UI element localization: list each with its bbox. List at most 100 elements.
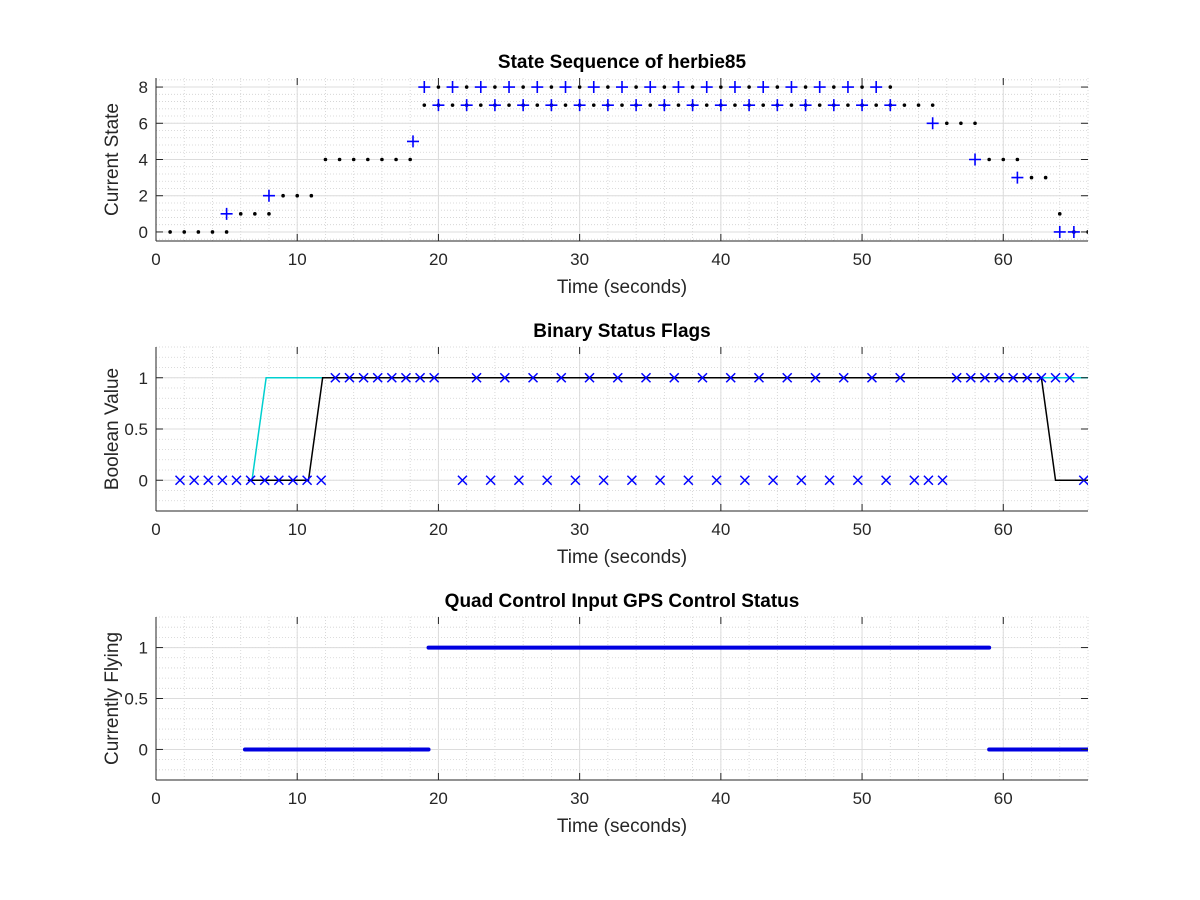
x-tick-label: 50 [853, 789, 872, 808]
data-point [616, 81, 628, 94]
y-tick-label: 6 [139, 114, 148, 133]
data-point [366, 157, 370, 162]
data-point [1057, 212, 1062, 216]
data-point [407, 135, 420, 148]
data-point [573, 99, 586, 112]
data-point [704, 103, 709, 107]
data-point [697, 372, 708, 383]
data-point [626, 475, 637, 486]
data-point [408, 157, 412, 162]
data-point [640, 372, 652, 383]
data-point [813, 81, 826, 94]
data-point [884, 99, 897, 112]
y-tick-label: 0 [139, 471, 148, 490]
data-point [799, 99, 812, 112]
data-point [513, 475, 524, 486]
data-point [1050, 372, 1061, 383]
data-point [380, 157, 384, 162]
data-point [559, 81, 572, 94]
data-point [295, 193, 300, 198]
data-point [630, 99, 643, 112]
data-point [220, 207, 233, 220]
data-point [782, 372, 793, 383]
data-point [488, 99, 501, 112]
data-point [464, 85, 469, 89]
data-point [287, 475, 299, 486]
x-tick-label: 50 [853, 250, 872, 269]
x-tick-label: 50 [853, 520, 872, 539]
data-point [358, 372, 369, 383]
data-point [1067, 225, 1080, 238]
chart-title: State Sequence of herbie85 [498, 52, 747, 73]
data-point [203, 475, 214, 486]
x-tick-label: 0 [151, 789, 160, 808]
data-point [245, 475, 256, 486]
series-group [168, 81, 1088, 238]
data-point [895, 372, 906, 383]
data-point [832, 85, 836, 89]
x-tick-label: 40 [711, 250, 730, 269]
data-point [994, 372, 1005, 383]
data-point [267, 212, 271, 216]
x-tick-label: 30 [570, 250, 589, 269]
x-tick-label: 20 [429, 520, 448, 539]
data-point [542, 475, 553, 486]
data-point [262, 189, 275, 202]
data-point [394, 157, 398, 162]
y-axis-label: Boolean Value [102, 368, 123, 490]
y-tick-label: 0 [139, 223, 148, 242]
data-point [827, 99, 840, 112]
data-point [979, 372, 990, 383]
data-point [733, 103, 737, 107]
y-tick-label: 8 [139, 78, 148, 97]
data-point [478, 103, 483, 107]
data-point [196, 230, 201, 234]
data-point [648, 103, 653, 107]
data-point [969, 153, 982, 166]
data-point [747, 85, 751, 89]
data-point [1001, 157, 1006, 162]
data-point [471, 372, 482, 383]
data-point [951, 372, 962, 383]
data-point [584, 372, 595, 383]
x-tick-label: 10 [288, 250, 307, 269]
chart-title: Quad Control Input GPS Control Status [445, 591, 800, 612]
data-point [757, 81, 770, 94]
data-point [493, 85, 497, 89]
data-point [168, 230, 172, 234]
data-point [612, 372, 623, 383]
data-point [598, 475, 609, 486]
data-point [422, 103, 427, 107]
x-tick-label: 0 [151, 250, 160, 269]
x-tick-label: 10 [288, 520, 307, 539]
data-point [1015, 157, 1020, 162]
data-point [587, 81, 600, 94]
data-point [535, 103, 540, 107]
data-point [930, 103, 935, 107]
data-point [570, 475, 581, 486]
data-point [344, 372, 355, 383]
data-point [281, 193, 285, 198]
data-point [686, 99, 699, 112]
data-point [316, 475, 327, 486]
data-point [549, 85, 554, 89]
data-point [852, 475, 863, 486]
data-point [711, 475, 722, 486]
data-point [771, 99, 784, 112]
x-axis-label: Time (seconds) [557, 547, 687, 568]
x-tick-label: 60 [994, 789, 1013, 808]
data-point [189, 475, 200, 486]
y-tick-label: 4 [139, 151, 148, 170]
data-point [909, 475, 920, 486]
data-point [253, 212, 257, 216]
data-point [460, 99, 473, 112]
data-point [803, 85, 808, 89]
data-point [768, 475, 779, 486]
data-point [429, 372, 440, 383]
x-tick-label: 40 [711, 520, 730, 539]
data-point [606, 85, 610, 89]
data-point [662, 85, 667, 89]
data-point [987, 157, 991, 162]
data-point [620, 103, 624, 107]
data-point [683, 475, 694, 486]
